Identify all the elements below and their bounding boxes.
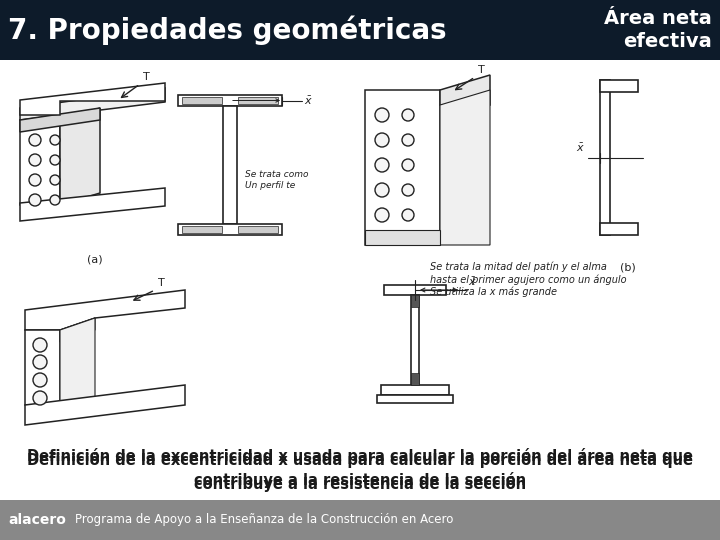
Text: (b): (b) xyxy=(620,262,636,272)
Circle shape xyxy=(402,109,414,121)
Polygon shape xyxy=(178,95,282,106)
Circle shape xyxy=(50,175,60,185)
Text: T: T xyxy=(158,278,165,288)
Text: Se trata como
Un perfil te: Se trata como Un perfil te xyxy=(245,170,308,190)
Polygon shape xyxy=(238,226,278,233)
Polygon shape xyxy=(25,290,185,330)
Text: Definición de la excentricidad x usada para calcular la porción del área neta qu: Definición de la excentricidad x usada p… xyxy=(27,448,693,488)
Bar xyxy=(0,500,720,540)
Text: Definición de la excentricidad x usada para calcular la porción del área neta qu: Definición de la excentricidad x usada p… xyxy=(27,452,693,492)
Circle shape xyxy=(29,194,41,206)
Polygon shape xyxy=(20,120,60,205)
Polygon shape xyxy=(384,285,446,295)
Polygon shape xyxy=(182,226,222,233)
Polygon shape xyxy=(440,90,490,245)
Polygon shape xyxy=(20,188,165,221)
Text: Se trata la mitad del patín y el alma
hasta el primer agujero como un ángulo
Se : Se trata la mitad del patín y el alma ha… xyxy=(430,262,626,297)
Polygon shape xyxy=(365,230,440,245)
Polygon shape xyxy=(381,385,449,395)
Text: Área neta
efectiva: Área neta efectiva xyxy=(604,9,712,51)
Circle shape xyxy=(29,174,41,186)
Polygon shape xyxy=(600,80,610,235)
Text: Programa de Apoyo a la Enseñanza de la Construcción en Acero: Programa de Apoyo a la Enseñanza de la C… xyxy=(75,514,454,526)
Circle shape xyxy=(29,154,41,166)
Polygon shape xyxy=(60,108,100,205)
Polygon shape xyxy=(223,106,237,224)
Circle shape xyxy=(375,133,389,147)
Polygon shape xyxy=(377,395,453,403)
Polygon shape xyxy=(20,83,165,115)
Circle shape xyxy=(29,134,41,146)
Circle shape xyxy=(50,135,60,145)
Circle shape xyxy=(402,184,414,196)
Text: (a): (a) xyxy=(87,255,103,265)
Polygon shape xyxy=(600,80,638,92)
Polygon shape xyxy=(25,330,60,405)
Circle shape xyxy=(50,155,60,165)
Polygon shape xyxy=(25,385,185,425)
Circle shape xyxy=(33,338,47,352)
Circle shape xyxy=(375,183,389,197)
Circle shape xyxy=(33,373,47,387)
Circle shape xyxy=(375,208,389,222)
Polygon shape xyxy=(178,224,282,235)
Text: $\bar{x}$: $\bar{x}$ xyxy=(468,276,477,288)
Circle shape xyxy=(375,158,389,172)
Polygon shape xyxy=(411,295,419,307)
Polygon shape xyxy=(60,318,95,342)
Polygon shape xyxy=(600,223,638,235)
Polygon shape xyxy=(411,295,419,385)
Polygon shape xyxy=(411,373,419,385)
Polygon shape xyxy=(20,108,100,132)
Text: T: T xyxy=(478,65,485,75)
Polygon shape xyxy=(365,90,440,245)
Circle shape xyxy=(402,134,414,146)
Text: T: T xyxy=(143,72,150,82)
Circle shape xyxy=(50,195,60,205)
Circle shape xyxy=(33,355,47,369)
Polygon shape xyxy=(60,318,95,417)
Polygon shape xyxy=(20,88,165,120)
Circle shape xyxy=(375,108,389,122)
Circle shape xyxy=(402,159,414,171)
Polygon shape xyxy=(440,75,490,105)
Text: alacero: alacero xyxy=(8,513,66,527)
Bar xyxy=(0,0,720,60)
Text: $\bar{x}$: $\bar{x}$ xyxy=(304,94,313,106)
Polygon shape xyxy=(238,97,278,104)
Circle shape xyxy=(33,391,47,405)
Text: 7. Propiedades geométricas: 7. Propiedades geométricas xyxy=(8,15,446,45)
Text: $\bar{x}$: $\bar{x}$ xyxy=(576,141,585,153)
Polygon shape xyxy=(182,97,222,104)
Circle shape xyxy=(402,209,414,221)
